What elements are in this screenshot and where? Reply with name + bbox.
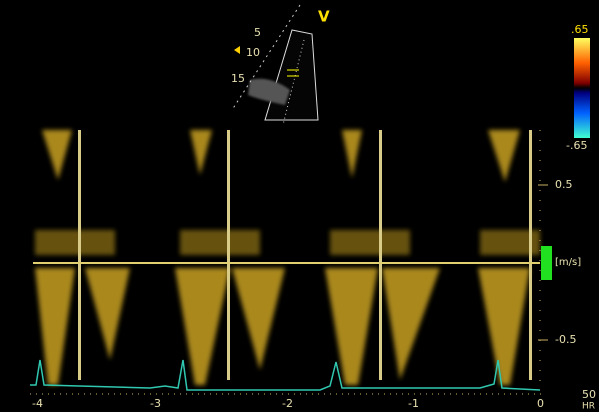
time-tick-label: 0 — [537, 397, 544, 410]
time-tick-label: -2 — [282, 397, 293, 410]
baseline-marker — [541, 246, 552, 280]
time-tick-label: -1 — [408, 397, 419, 410]
heart-rate-value: 50 — [582, 388, 596, 401]
ecg-trace — [30, 359, 541, 391]
depth-label: 5 — [254, 26, 261, 39]
color-bar — [574, 38, 590, 138]
doppler-spectrum — [35, 130, 540, 385]
color-scale-min: -.65 — [566, 139, 587, 152]
time-tick-label: -3 — [150, 397, 161, 410]
depth-label: 15 — [231, 72, 245, 85]
velocity-tick-label: 0.5 — [555, 178, 573, 191]
velocity-axis — [538, 130, 548, 390]
probe-marker: V — [318, 8, 330, 26]
sector-image — [231, 4, 319, 126]
depth-label: 10 — [246, 46, 260, 59]
color-scale-max: .65 — [571, 23, 589, 36]
heart-rate-label: HR — [582, 402, 595, 412]
time-tick-label: -4 — [32, 397, 43, 410]
velocity-unit: [m/s] — [555, 257, 581, 268]
velocity-tick-label: -0.5 — [555, 333, 576, 346]
